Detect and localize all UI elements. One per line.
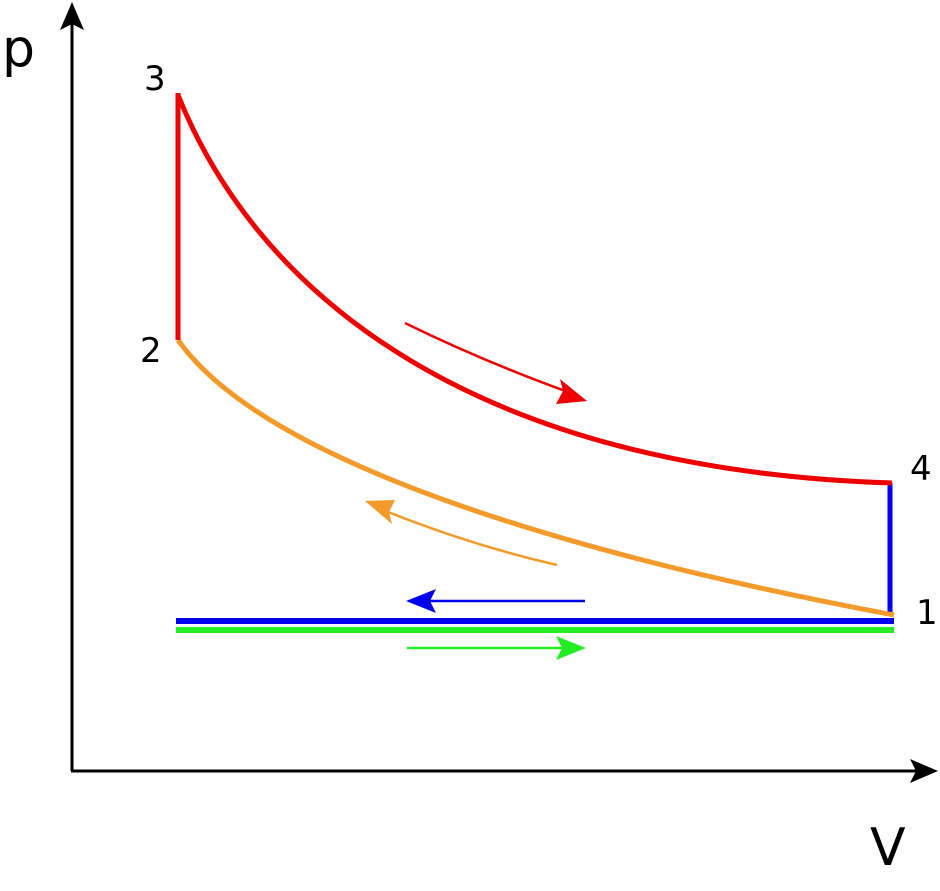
point-label: 3: [144, 59, 166, 99]
y-axis-label: p: [2, 19, 35, 79]
x-axis-label: V: [870, 818, 906, 878]
expansion-curve: [175, 94, 893, 486]
expansion-arrow: [404, 321, 569, 394]
point-label: 4: [910, 449, 932, 489]
x-axis-arrow: [910, 759, 938, 783]
compression-arrow: [382, 508, 558, 567]
intake-arrowhead: [556, 636, 586, 660]
y-axis-arrow: [60, 2, 84, 30]
compression-arrowhead: [365, 500, 395, 524]
point-label: 2: [140, 331, 162, 371]
exhaust-arrowhead: [406, 589, 436, 613]
point-label: 1: [916, 593, 938, 633]
compression-curve: [175, 338, 895, 618]
expansion-arrowhead: [556, 379, 587, 404]
